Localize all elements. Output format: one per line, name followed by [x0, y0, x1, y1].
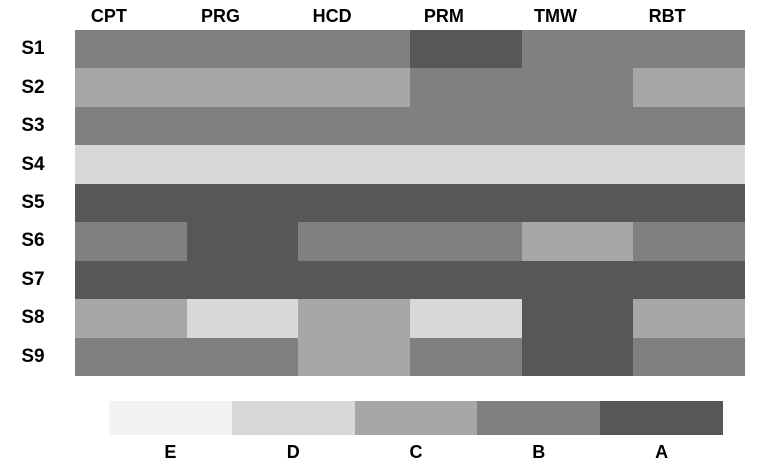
heatmap-cell-s9-prg: [186, 337, 299, 376]
heatmap-cell-s9-prm: [409, 337, 522, 376]
heatmap-cell-s1-hcd: [298, 30, 410, 69]
legend-label-e: E: [164, 441, 177, 462]
row-label-s2: S2: [21, 76, 45, 98]
heatmap-cell-s1-prm: [409, 30, 522, 69]
legend-swatch-d: [231, 401, 355, 435]
heatmap-cell-s7-prm: [409, 260, 522, 300]
heatmap-cell-s4-prm: [409, 145, 522, 184]
heatmap-cell-s3-prg: [186, 106, 299, 146]
column-header-hcd: HCD: [312, 5, 352, 26]
heatmap-cell-s6-prg: [186, 222, 299, 261]
column-headers: CPT PRG HCD PRM TMW RBT: [75, 4, 745, 28]
heatmap-cell-s3-rbt: [633, 106, 745, 146]
heatmap-cell-s5-rbt: [633, 183, 745, 223]
heatmap-cell-s1-tmw: [521, 30, 634, 69]
heatmap-cell-s2-hcd: [298, 68, 410, 107]
heatmap-cell-s2-prg: [186, 68, 299, 107]
legend-label-a: A: [655, 441, 669, 462]
column-header-rbt: RBT: [648, 5, 686, 26]
legend-label-b: B: [532, 441, 546, 462]
heatmap-cell-s7-tmw: [521, 260, 634, 300]
heatmap-cell-s8-prg: [186, 299, 299, 338]
heatmap-cell-s5-tmw: [521, 183, 634, 223]
heatmap-cell-s2-cpt: [75, 68, 187, 107]
heatmap-cell-s8-hcd: [298, 299, 410, 338]
heatmap-cell-s4-prg: [186, 145, 299, 184]
column-header-tmw: TMW: [534, 5, 577, 26]
heatmap-cell-s8-rbt: [633, 299, 745, 338]
heatmap-cell-s8-prm: [409, 299, 522, 338]
row-label-s3: S3: [21, 115, 45, 137]
heatmap-cell-s1-prg: [186, 30, 299, 69]
heatmap-cell-s3-prm: [409, 106, 522, 146]
heatmap-cell-s1-rbt: [633, 30, 745, 69]
row-label-s8: S8: [21, 307, 45, 329]
heatmap-cell-s7-prg: [186, 260, 299, 300]
legend-swatch-a: [600, 401, 723, 435]
heatmap-cell-s7-hcd: [298, 260, 410, 300]
heatmap-cell-s9-hcd: [298, 337, 410, 376]
heatmap-cell-s8-tmw: [521, 299, 634, 338]
heatmap-grid: [75, 30, 745, 376]
legend-swatch-b: [477, 401, 601, 435]
column-header-cpt: CPT: [90, 5, 127, 26]
heatmap-cell-s6-cpt: [75, 222, 187, 261]
heatmap-cell-s5-hcd: [298, 183, 410, 223]
heatmap-cell-s9-tmw: [521, 337, 634, 376]
heatmap-cell-s7-rbt: [633, 260, 745, 300]
heatmap-cell-s3-cpt: [75, 106, 187, 146]
heatmap-cell-s9-rbt: [633, 337, 745, 376]
heatmap-cell-s4-cpt: [75, 145, 187, 184]
heatmap-cell-s6-prm: [409, 222, 522, 261]
row-label-s1: S1: [21, 38, 45, 60]
heatmap-cell-s6-hcd: [298, 222, 410, 261]
heatmap-cell-s6-tmw: [521, 222, 634, 261]
row-label-s4: S4: [21, 153, 45, 175]
heatmap-cell-s5-prm: [409, 183, 522, 223]
heatmap-cell-s6-rbt: [633, 222, 745, 261]
heatmap-cell-s7-cpt: [75, 260, 187, 300]
heatmap-cell-s5-cpt: [75, 183, 187, 223]
legend-label-d: D: [286, 441, 300, 462]
heatmap-cell-s8-cpt: [75, 299, 187, 338]
heatmap-cell-s4-tmw: [521, 145, 634, 184]
legend-swatch-c: [354, 401, 478, 435]
legend-bar: [109, 401, 723, 435]
row-label-s6: S6: [21, 230, 45, 252]
heatmap-cell-s9-cpt: [75, 337, 187, 376]
heatmap-cell-s3-tmw: [521, 106, 634, 146]
heatmap-cell-s3-hcd: [298, 106, 410, 146]
legend-swatch-e: [109, 401, 232, 435]
heatmap-cell-s5-prg: [186, 183, 299, 223]
row-label-s5: S5: [21, 191, 45, 213]
column-header-prg: PRG: [200, 5, 240, 26]
legend-label-c: C: [409, 441, 423, 462]
heatmap-cell-s2-rbt: [633, 68, 745, 107]
heatmap-cell-s4-rbt: [633, 145, 745, 184]
row-label-s7: S7: [21, 268, 45, 290]
row-label-s9: S9: [21, 345, 45, 367]
row-labels: S1 S2 S3 S4 S5 S6 S7 S8 S9: [0, 30, 66, 376]
heatmap-cell-s1-cpt: [75, 30, 187, 69]
column-header-prm: PRM: [423, 5, 464, 26]
heatmap-cell-s2-tmw: [521, 68, 634, 107]
heatmap-cell-s2-prm: [409, 68, 522, 107]
heatmap-cell-s4-hcd: [298, 145, 410, 184]
